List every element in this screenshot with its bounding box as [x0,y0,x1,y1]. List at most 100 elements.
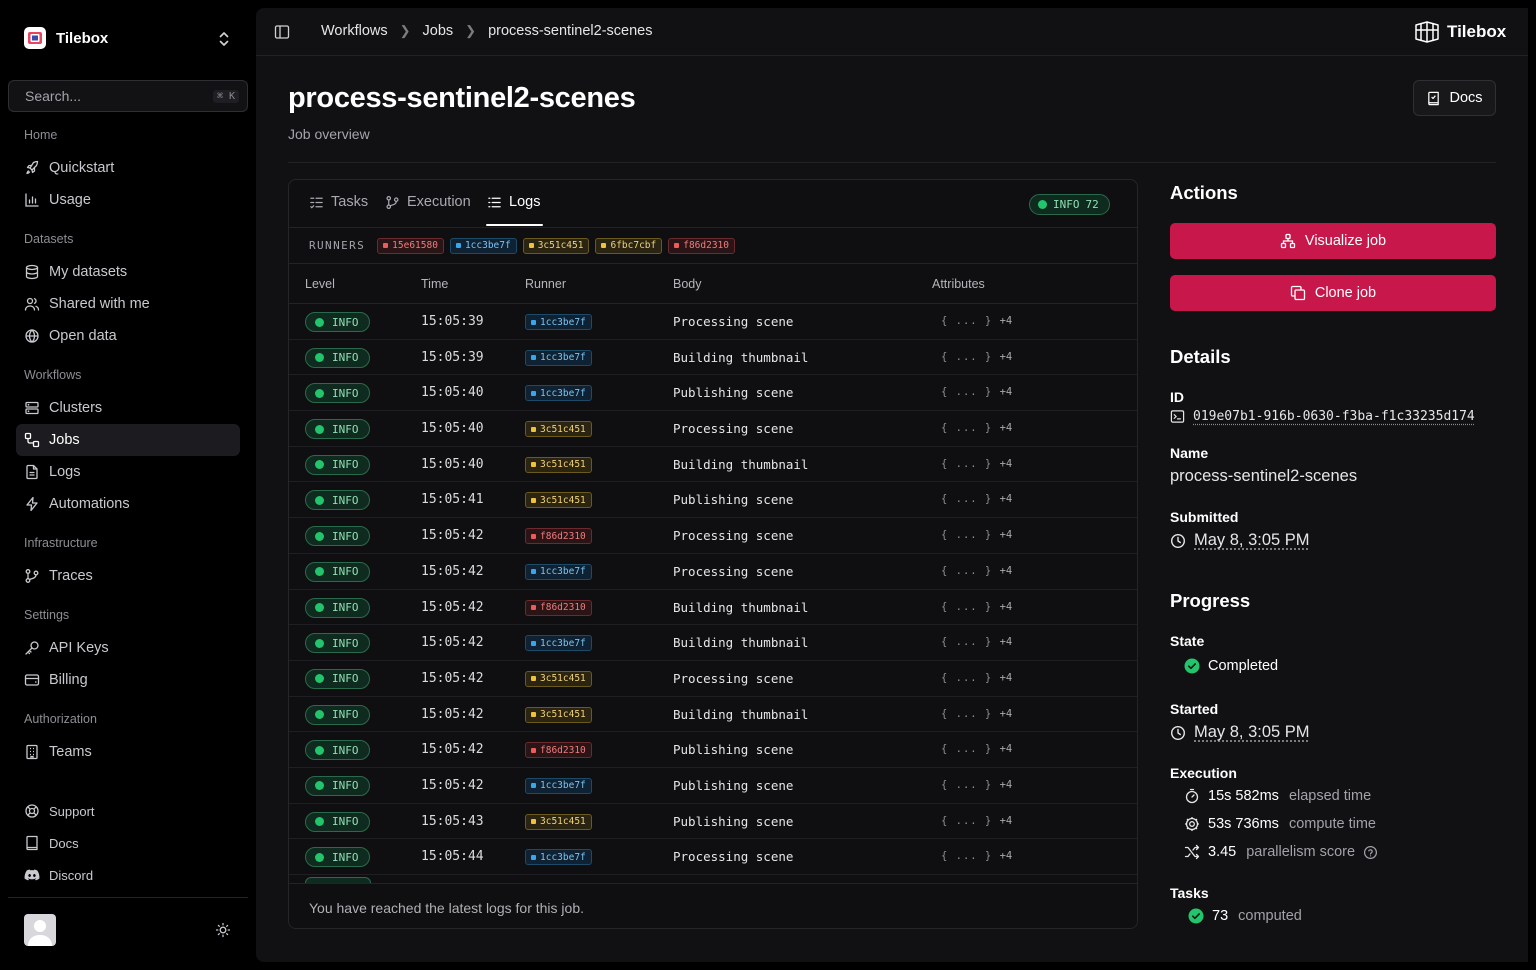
sidebar-link-docs[interactable]: Docs [16,829,240,857]
table-row[interactable]: INFO 15:05:41 3c51c451 Publishing scene { ..… [289,482,1137,519]
log-attributes[interactable]: { ... } +4 [941,708,1012,720]
log-time: 15:05:42 [421,777,484,793]
runner-chip[interactable]: 1cc3be7f [525,314,592,330]
log-attributes[interactable]: { ... } +4 [941,386,1012,398]
table-row[interactable]: INFO 15:05:39 1cc3be7f Processing scene { ..… [289,304,1137,340]
log-attributes[interactable]: { ... } +4 [941,458,1012,470]
attributes-preview: { ... } [941,671,993,684]
table-row[interactable]: INFO 15:05:42 1cc3be7f Publishing scene { ..… [289,768,1137,804]
table-row[interactable]: INFO 15:05:44 1cc3be7f Processing scene { ..… [289,839,1137,875]
job-id-value[interactable]: 019e07b1-916b-0630-f3ba-f1c33235d174 [1170,409,1475,424]
sidebar-item-teams[interactable]: Teams [16,736,240,768]
runner-chip[interactable]: 6fbc7cbf [595,237,663,254]
table-row[interactable]: INFO 15:05:39 1cc3be7f Building thumbnail { … [289,340,1137,376]
runner-chip[interactable]: 1cc3be7f [449,237,517,254]
runner-chip[interactable]: f86d2310 [668,237,735,254]
runner-chip[interactable]: 3c51c451 [522,237,590,254]
runner-chip[interactable]: 15e61580 [377,237,444,254]
sidebar-item-open-data[interactable]: Open data [16,320,240,352]
runner-color-icon [531,747,536,753]
table-row[interactable]: INFO 15:05:42 f86d2310 Publishing scene { ..… [289,732,1137,768]
sidebar-link-discord[interactable]: Discord [16,861,240,889]
started-value[interactable]: May 8, 3:05 PM [1170,723,1310,742]
sidebar-item-automations[interactable]: Automations [16,488,240,520]
runner-chip[interactable]: 3c51c451 [525,813,592,830]
docs-button[interactable]: Docs [1413,80,1496,116]
tab-logs[interactable]: Logs [487,194,540,210]
runner-chip[interactable]: f86d2310 [525,599,592,616]
clone-job-button[interactable]: Clone job [1170,275,1496,311]
submitted-value[interactable]: May 8, 3:05 PM [1170,531,1310,550]
tab-execution[interactable]: Execution [385,194,471,210]
log-attributes[interactable]: { ... } +4 [941,636,1012,648]
chevrons-up-down-icon[interactable] [216,30,232,48]
table-row[interactable]: INFO 15:05:42 3c51c451 Processing scene { ..… [289,661,1137,697]
table-row[interactable]: INFO 15:05:42 1cc3be7f Processing scene { ..… [289,554,1137,590]
table-row[interactable]: INFO 15:05:42 f86d2310 Processing scene { ..… [289,518,1137,554]
sidebar-item-clusters[interactable]: Clusters [16,392,240,424]
help-circle-icon[interactable] [1363,845,1378,860]
org-switcher[interactable]: Tilebox [24,27,108,49]
runner-chip[interactable]: f86d2310 [525,528,592,545]
log-attributes[interactable]: { ... } +4 [941,565,1012,577]
runner-chip[interactable]: 3c51c451 [525,492,592,509]
log-attributes[interactable]: { ... } +4 [941,815,1012,827]
log-attributes[interactable]: { ... } +4 [941,779,1012,791]
table-row[interactable]: INFO 15:05:40 1cc3be7f Publishing scene { ..… [289,375,1137,412]
sidebar-item-usage[interactable]: Usage [16,184,240,216]
sidebar-item-jobs[interactable]: Jobs [16,424,240,456]
runner-chip[interactable]: 1cc3be7f [525,563,592,580]
log-count-badge[interactable]: INFO 72 [1029,194,1110,215]
table-row[interactable]: INFO 15:05:43 3c51c451 Publishing scene { ..… [289,804,1137,840]
log-attributes[interactable]: { ... } +4 [941,529,1012,541]
log-attributes[interactable]: { ... } +4 [941,672,1012,684]
sidebar-link-support[interactable]: Support [16,797,240,825]
shuffle-icon [1184,844,1200,860]
runner-chip[interactable]: 1cc3be7f [525,385,592,402]
log-attributes[interactable]: { ... } +4 [941,493,1012,505]
runner-chip[interactable]: 3c51c451 [525,456,592,473]
tab-tasks[interactable]: Tasks [309,194,368,210]
runner-chip[interactable]: 1cc3be7f [525,349,592,366]
log-attributes[interactable]: { ... } +4 [941,351,1012,363]
status-dot-icon [315,317,324,327]
runner-chip[interactable]: 3c51c451 [525,670,592,687]
table-row[interactable]: INFO 15:05:42 f86d2310 Building thumbnail { … [289,590,1137,626]
sun-icon[interactable] [215,922,231,938]
table-row[interactable]: INFO 15:05:42 3c51c451 Building thumbnail { … [289,697,1137,733]
table-row[interactable]: INFO 15:05:42 1cc3be7f Building thumbnail { … [289,625,1137,661]
log-attributes[interactable]: { ... } +4 [941,743,1012,755]
sidebar-item-shared-with-me[interactable]: Shared with me [16,288,240,320]
runner-chip[interactable]: 1cc3be7f [525,635,592,652]
visualize-job-button[interactable]: Visualize job [1170,223,1496,259]
table-row[interactable]: INFO 15:05:40 3c51c451 Building thumbnail { … [289,447,1137,483]
log-attributes[interactable]: { ... } +4 [941,315,1012,327]
level-text: INFO [332,422,359,436]
runner-chip[interactable]: 3c51c451 [525,421,592,438]
runner-id: 3c51c451 [540,459,586,471]
log-attributes[interactable]: { ... } +4 [941,850,1012,862]
network-icon [1280,233,1296,249]
avatar[interactable] [24,914,56,946]
sidebar-item-quickstart[interactable]: Quickstart [16,152,240,184]
runner-chip[interactable]: 1cc3be7f [525,777,592,794]
sidebar-item-billing[interactable]: Billing [16,664,240,696]
breadcrumb-jobs[interactable]: Jobs [422,23,454,39]
table-row[interactable]: INFO 15:05:40 3c51c451 Processing scene { ..… [289,411,1137,447]
runner-chip[interactable]: 1cc3be7f [525,849,592,866]
sidebar-toggle-icon[interactable] [274,24,290,40]
search-input[interactable]: Search... ⌘ K [8,80,248,112]
sidebar-item-api-keys[interactable]: API Keys [16,632,240,664]
sidebar-item-logs[interactable]: Logs [16,456,240,488]
sidebar-item-label: My datasets [49,264,128,280]
runner-chip[interactable]: 3c51c451 [525,706,592,723]
log-attributes[interactable]: { ... } +4 [941,422,1012,434]
sidebar-item-my-datasets[interactable]: My datasets [16,256,240,288]
breadcrumb-workflows[interactable]: Workflows [321,23,388,39]
log-attributes[interactable]: { ... } +4 [941,601,1012,613]
attributes-more: +4 [999,671,1013,684]
tilebox-brand[interactable]: Tilebox [1414,21,1506,43]
runner-chip[interactable]: f86d2310 [525,742,592,759]
sidebar-item-traces[interactable]: Traces [16,560,240,592]
log-body: Building thumbnail [673,706,809,722]
